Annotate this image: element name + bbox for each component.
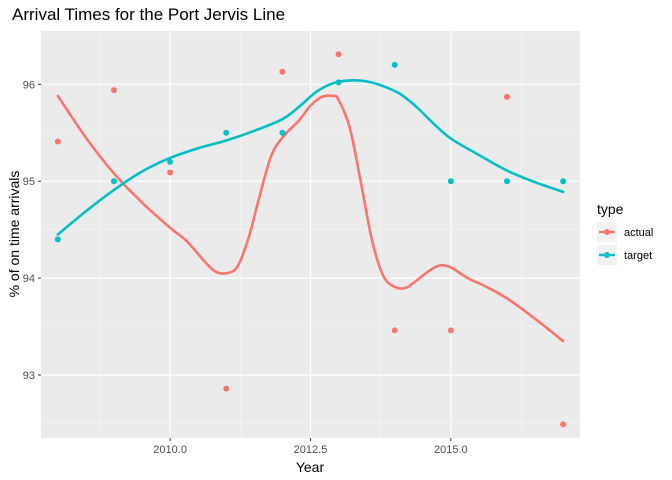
- actual-point: [167, 169, 174, 176]
- actual-point: [447, 327, 454, 334]
- x-axis-title: Year: [296, 459, 325, 475]
- y-tick-label: 94: [23, 273, 35, 285]
- target-point: [110, 178, 117, 185]
- target-point: [504, 178, 511, 185]
- x-tick-label: 2015.0: [434, 444, 468, 456]
- x-tick-label: 2012.5: [294, 444, 328, 456]
- actual-point: [110, 87, 117, 94]
- legend: type actual target: [597, 201, 653, 265]
- actual-point: [223, 385, 230, 392]
- actual-point: [54, 138, 61, 145]
- target-point: [223, 129, 230, 136]
- legend-point-target: [604, 252, 610, 258]
- chart-title: Arrival Times for the Port Jervis Line: [12, 5, 285, 24]
- actual-point: [279, 68, 286, 75]
- target-point: [560, 178, 567, 185]
- actual-point: [335, 51, 342, 58]
- y-tick-label: 95: [23, 176, 35, 188]
- smooth-lines: [56, 79, 565, 343]
- legend-point-actual: [604, 229, 610, 235]
- y-tick-label: 93: [23, 370, 35, 382]
- legend-items: actual target: [597, 222, 653, 265]
- target-point: [335, 79, 342, 86]
- target-point: [167, 158, 174, 165]
- target-point: [279, 129, 286, 136]
- y-axis: 93 94 95 96: [23, 79, 41, 382]
- y-tick-label: 96: [23, 79, 35, 91]
- target-smooth-line: [56, 79, 565, 236]
- legend-label-actual: actual: [624, 227, 653, 239]
- x-tick-label: 2010.0: [153, 444, 187, 456]
- target-point: [391, 61, 398, 68]
- major-gridlines: [41, 31, 580, 438]
- actual-point: [504, 93, 511, 100]
- actual-smooth-line: [56, 94, 565, 343]
- legend-title: type: [597, 201, 624, 217]
- x-axis: 2010.0 2012.5 2015.0: [153, 438, 468, 456]
- actual-point: [391, 327, 398, 334]
- y-axis-title: % of on time arrivals: [6, 171, 22, 298]
- legend-label-target: target: [624, 250, 652, 262]
- target-point: [54, 236, 61, 243]
- target-point: [447, 178, 454, 185]
- actual-point: [560, 421, 567, 428]
- data-points: [54, 51, 567, 428]
